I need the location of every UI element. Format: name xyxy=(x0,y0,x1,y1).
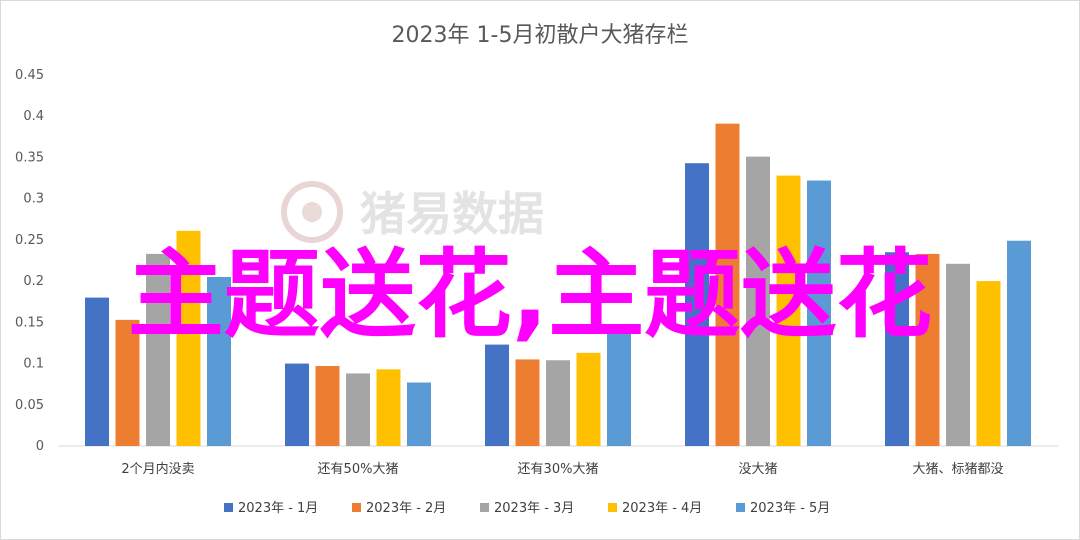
bar xyxy=(485,344,509,446)
watermark: 猪易数据 xyxy=(281,181,544,243)
bar xyxy=(407,382,431,446)
y-axis: 0 0.05 0.1 0.15 0.2 0.25 0.3 0.35 0.4 0.45 xyxy=(15,68,44,454)
legend-label: 2023年 - 5月 xyxy=(750,501,830,516)
bar xyxy=(85,297,109,446)
overlay-text: 主题送花,主题送花 xyxy=(128,239,932,351)
bar xyxy=(285,363,309,446)
x-category-label: 还有30%大猪 xyxy=(518,462,599,477)
bar xyxy=(115,319,140,446)
y-tick-label: 0.4 xyxy=(23,109,44,124)
bar xyxy=(515,359,540,446)
watermark-text: 猪易数据 xyxy=(360,187,544,241)
y-tick-label: 0.35 xyxy=(15,150,44,165)
y-tick-label: 0.25 xyxy=(15,233,44,248)
watermark-logo xyxy=(281,181,343,243)
legend-label: 2023年 - 2月 xyxy=(366,501,446,516)
watermark-logo-dot xyxy=(302,202,322,222)
bar xyxy=(807,180,831,447)
legend-label: 2023年 - 1月 xyxy=(238,501,318,516)
bar xyxy=(685,163,709,446)
legend-item: 2023年 - 5月 xyxy=(736,501,830,516)
x-category-label: 2个月内没卖 xyxy=(121,461,194,477)
bar xyxy=(885,252,909,446)
y-tick-label: 0 xyxy=(36,439,44,454)
bar xyxy=(746,156,770,446)
legend-item: 2023年 - 2月 xyxy=(352,501,446,516)
legend-item: 2023年 - 3月 xyxy=(480,501,574,516)
legend-label: 2023年 - 4月 xyxy=(622,501,702,516)
y-tick-label: 0.1 xyxy=(23,357,44,372)
legend-label: 2023年 - 3月 xyxy=(494,501,574,516)
bar xyxy=(146,253,170,446)
x-category-label: 大猪、标猪都没 xyxy=(912,462,1003,477)
bar xyxy=(915,253,940,446)
x-axis-labels: 2个月内没卖 还有50%大猪 还有30%大猪 没大猪 大猪、标猪都没 xyxy=(121,461,1003,477)
bar xyxy=(376,369,401,446)
bar xyxy=(976,281,1001,446)
chart-title: 2023年 1-5月初散户大猪存栏 xyxy=(392,23,689,48)
legend-swatch xyxy=(736,503,745,512)
y-tick-label: 0.2 xyxy=(23,274,44,289)
bar xyxy=(546,360,570,446)
legend-item: 2023年 - 1月 xyxy=(224,501,318,516)
y-tick-label: 0.15 xyxy=(15,315,44,330)
y-tick-label: 0.45 xyxy=(15,68,44,83)
bar xyxy=(1007,240,1031,446)
legend: 2023年 - 1月 2023年 - 2月 2023年 - 3月 2023年 - 4月… xyxy=(224,501,830,516)
bar xyxy=(607,323,631,446)
legend-swatch xyxy=(480,503,489,512)
bar xyxy=(946,263,970,446)
bar xyxy=(576,352,601,446)
legend-swatch xyxy=(352,503,361,512)
bar xyxy=(315,366,340,446)
bar xyxy=(207,276,231,446)
legend-swatch xyxy=(608,503,617,512)
bar xyxy=(715,123,740,447)
y-tick-label: 0.3 xyxy=(23,192,44,207)
y-tick-label: 0.05 xyxy=(15,398,44,413)
bar xyxy=(346,373,370,446)
legend-item: 2023年 - 4月 xyxy=(608,501,702,516)
x-category-label: 还有50%大猪 xyxy=(318,462,399,477)
x-category-label: 没大猪 xyxy=(738,462,777,477)
bar xyxy=(176,230,201,446)
bar xyxy=(776,175,801,447)
legend-swatch xyxy=(224,503,233,512)
plot-area xyxy=(58,123,1058,447)
